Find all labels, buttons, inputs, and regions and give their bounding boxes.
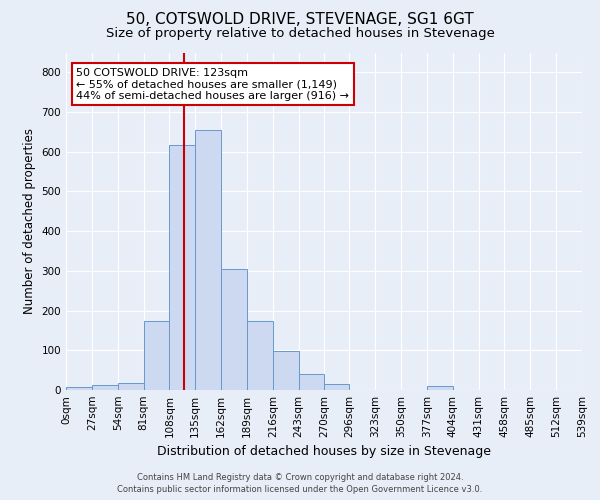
Bar (299, 374, 325, 390)
Bar (169, 144, 195, 390)
Text: 50, COTSWOLD DRIVE, STEVENAGE, SG1 6GT: 50, COTSWOLD DRIVE, STEVENAGE, SG1 6GT (126, 12, 474, 28)
Bar (195, 130, 221, 390)
Bar (92, 385, 118, 390)
Text: Size of property relative to detached houses in Stevenage: Size of property relative to detached ho… (106, 28, 494, 40)
X-axis label: Distribution of detached houses by size in Stevenage: Distribution of detached houses by size … (157, 446, 491, 458)
Text: 50 COTSWOLD DRIVE: 123sqm
← 55% of detached houses are smaller (1,149)
44% of se: 50 COTSWOLD DRIVE: 123sqm ← 55% of detac… (76, 68, 349, 101)
Bar (66, 387, 92, 390)
Y-axis label: Number of detached properties: Number of detached properties (23, 128, 36, 314)
Text: Contains HM Land Registry data © Crown copyright and database right 2024.
Contai: Contains HM Land Registry data © Crown c… (118, 472, 482, 494)
Bar (118, 383, 143, 390)
Bar (143, 320, 169, 390)
Bar (325, 384, 349, 390)
Bar (273, 351, 299, 390)
Bar (221, 269, 247, 390)
Bar (247, 320, 273, 390)
Bar (427, 386, 453, 390)
